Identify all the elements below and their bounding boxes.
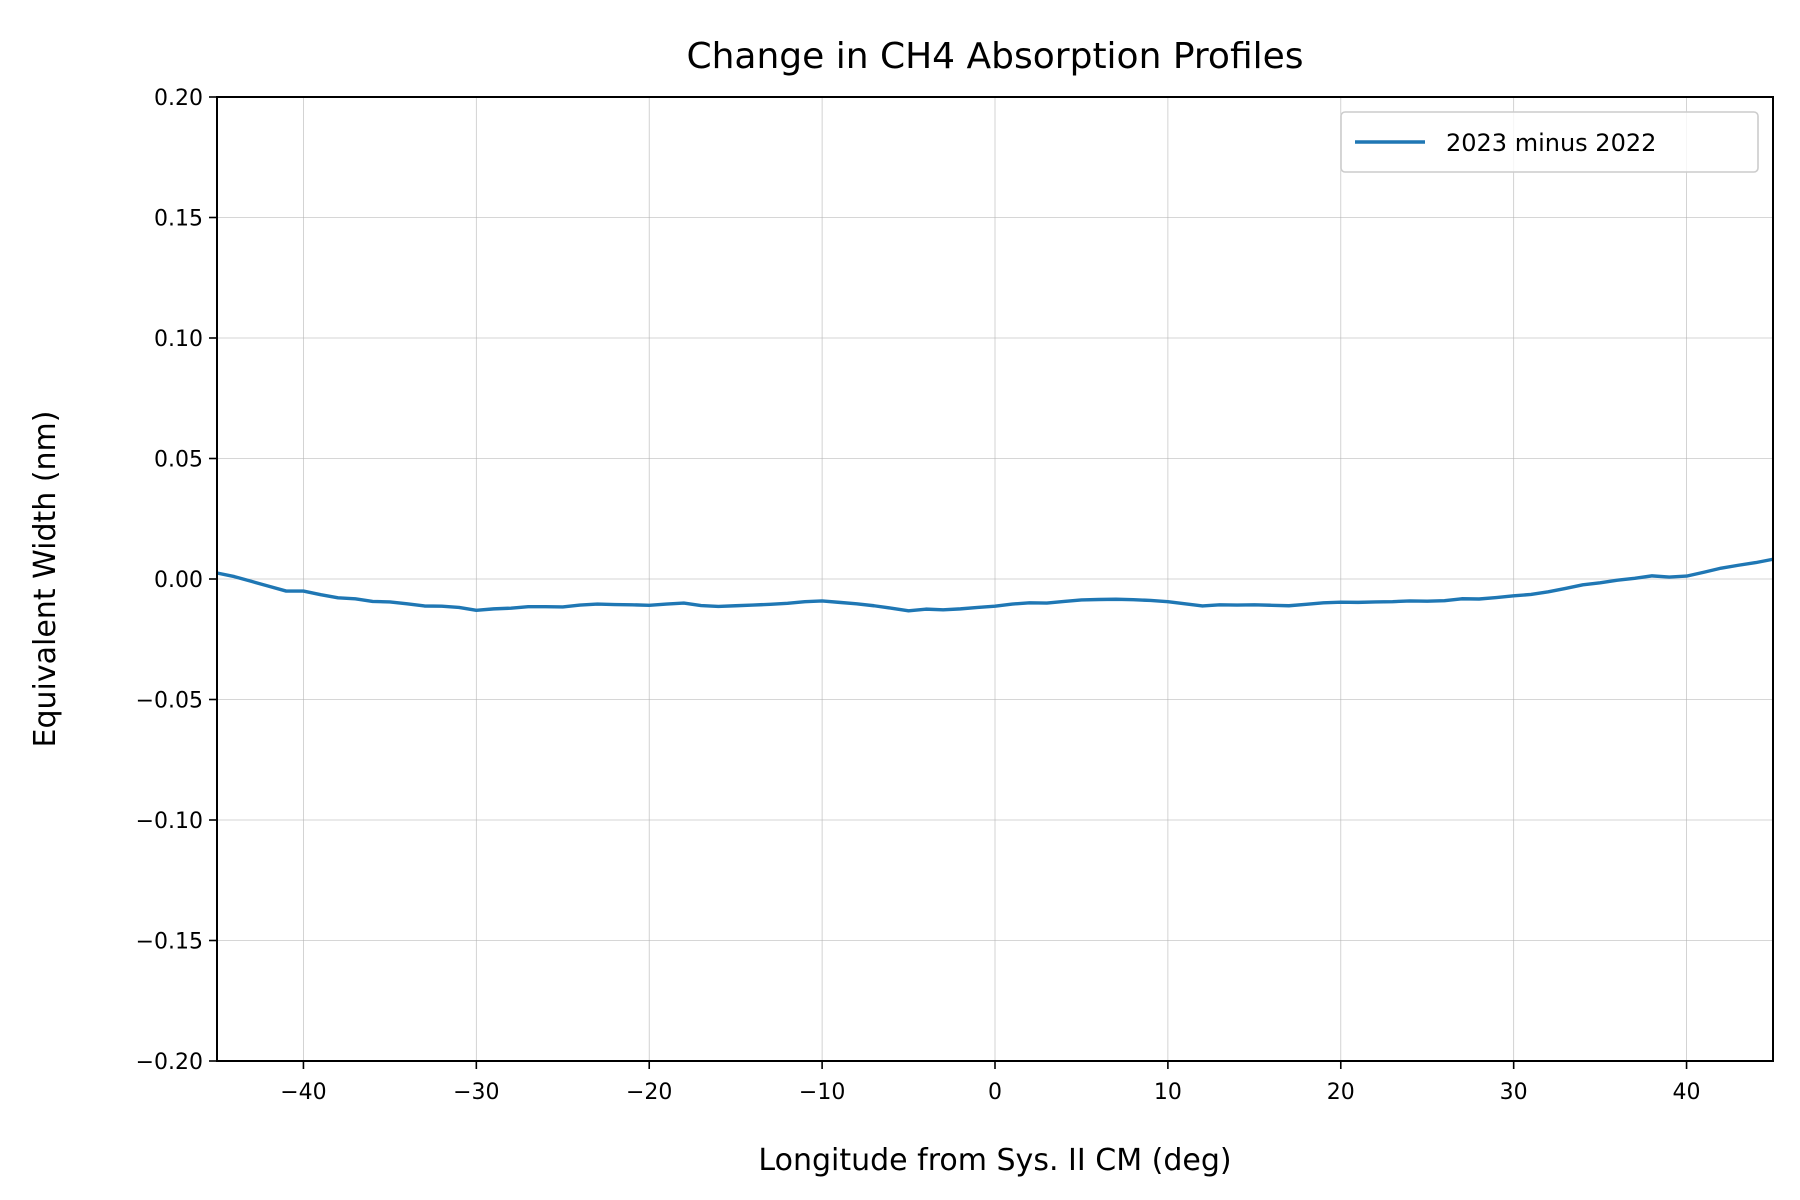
x-tick-label: 40 [1673, 1080, 1701, 1105]
y-tick-label: 0.15 [154, 207, 203, 232]
x-tick-label: 30 [1500, 1080, 1528, 1105]
y-axis-label: Equivalent Width (nm) [28, 411, 63, 748]
y-tick-label: −0.05 [136, 689, 203, 714]
x-axis-ticks: −40 −30 −20 −10 0 10 20 30 40 [280, 1061, 1701, 1105]
y-tick-label: 0.20 [154, 86, 203, 111]
y-tick-label: 0.10 [154, 327, 203, 352]
x-tick-label: −40 [280, 1080, 326, 1105]
y-tick-label: −0.10 [136, 809, 203, 834]
x-tick-label: −10 [799, 1080, 845, 1105]
y-tick-label: 0.05 [154, 448, 203, 473]
legend: 2023 minus 2022 [1340, 111, 1759, 173]
x-axis-label: Longitude from Sys. II CM (deg) [758, 1143, 1231, 1178]
y-axis-ticks: −0.20 −0.15 −0.10 −0.05 0.00 0.05 0.10 0.15 0.20 [136, 86, 217, 1075]
chart-title: Change in CH4 Absorption Profiles [686, 36, 1303, 77]
x-tick-label: −30 [453, 1080, 499, 1105]
legend-entry: 2023 minus 2022 [1446, 129, 1656, 157]
x-tick-label: −20 [626, 1080, 672, 1105]
x-tick-label: 20 [1327, 1080, 1355, 1105]
y-tick-label: −0.15 [136, 930, 203, 955]
x-tick-label: 0 [988, 1080, 1002, 1105]
legend-box [1340, 111, 1759, 173]
y-tick-label: 0.00 [154, 568, 203, 593]
x-tick-label: 10 [1154, 1080, 1182, 1105]
y-tick-label: −0.20 [136, 1050, 203, 1075]
series-line [216, 557, 1774, 613]
series-layer [216, 557, 1774, 613]
